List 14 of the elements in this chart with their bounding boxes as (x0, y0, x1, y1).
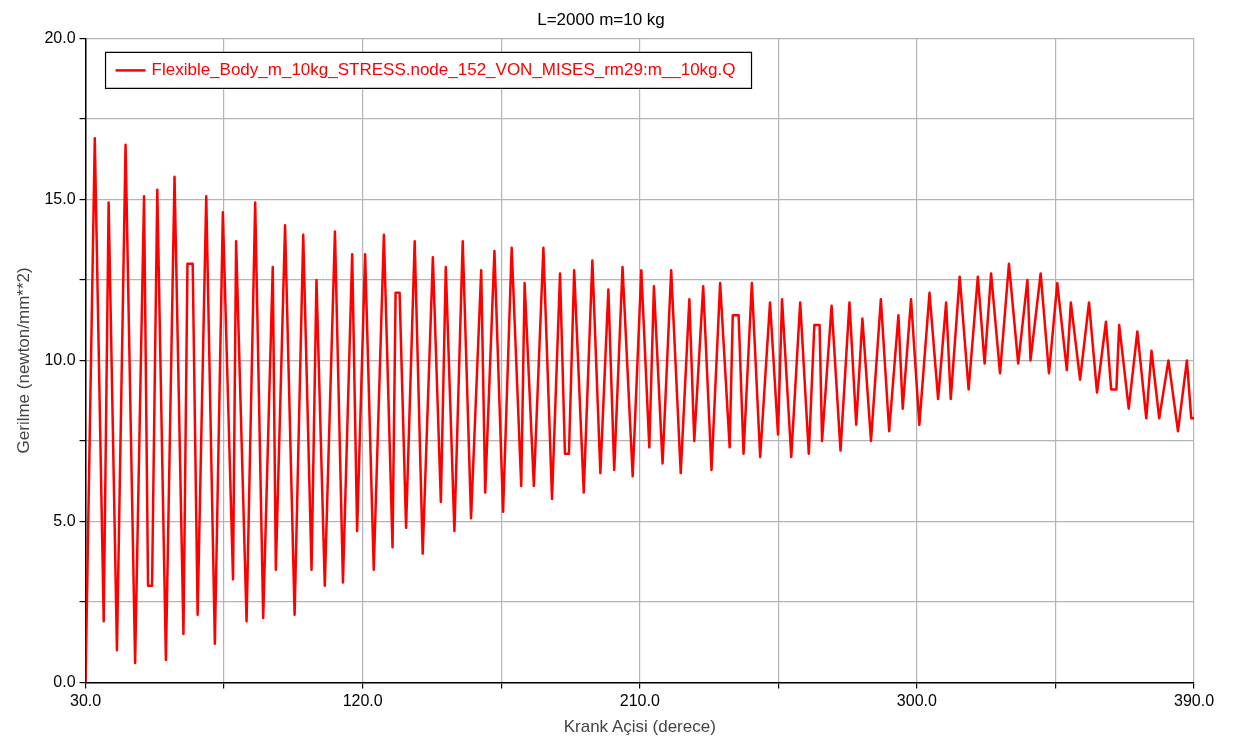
x-tick-label: 120.0 (342, 692, 383, 710)
x-tick-label: 390.0 (1173, 692, 1215, 710)
x-tick-label: 30.0 (69, 692, 102, 710)
legend-label: Flexible_Body_m_10kg_STRESS.node_152_VON_MISES_rm29:m__10kg.Q (151, 60, 736, 80)
x-axis-title: Krank Açisi (derece) (563, 717, 716, 737)
y-axis-title: Gerilme (newton/mm**2) (13, 267, 33, 454)
chart-title: L=2000 m=10 kg (537, 9, 665, 29)
y-tick-label: 10.0 (44, 350, 76, 368)
y-tick-label: 0.0 (53, 672, 76, 690)
y-tick-label: 15.0 (44, 189, 76, 207)
y-tick-label: 20.0 (44, 28, 76, 46)
y-tick-label: 5.0 (53, 511, 76, 529)
x-tick-label: 300.0 (896, 692, 937, 710)
x-tick-label: 210.0 (619, 692, 660, 710)
